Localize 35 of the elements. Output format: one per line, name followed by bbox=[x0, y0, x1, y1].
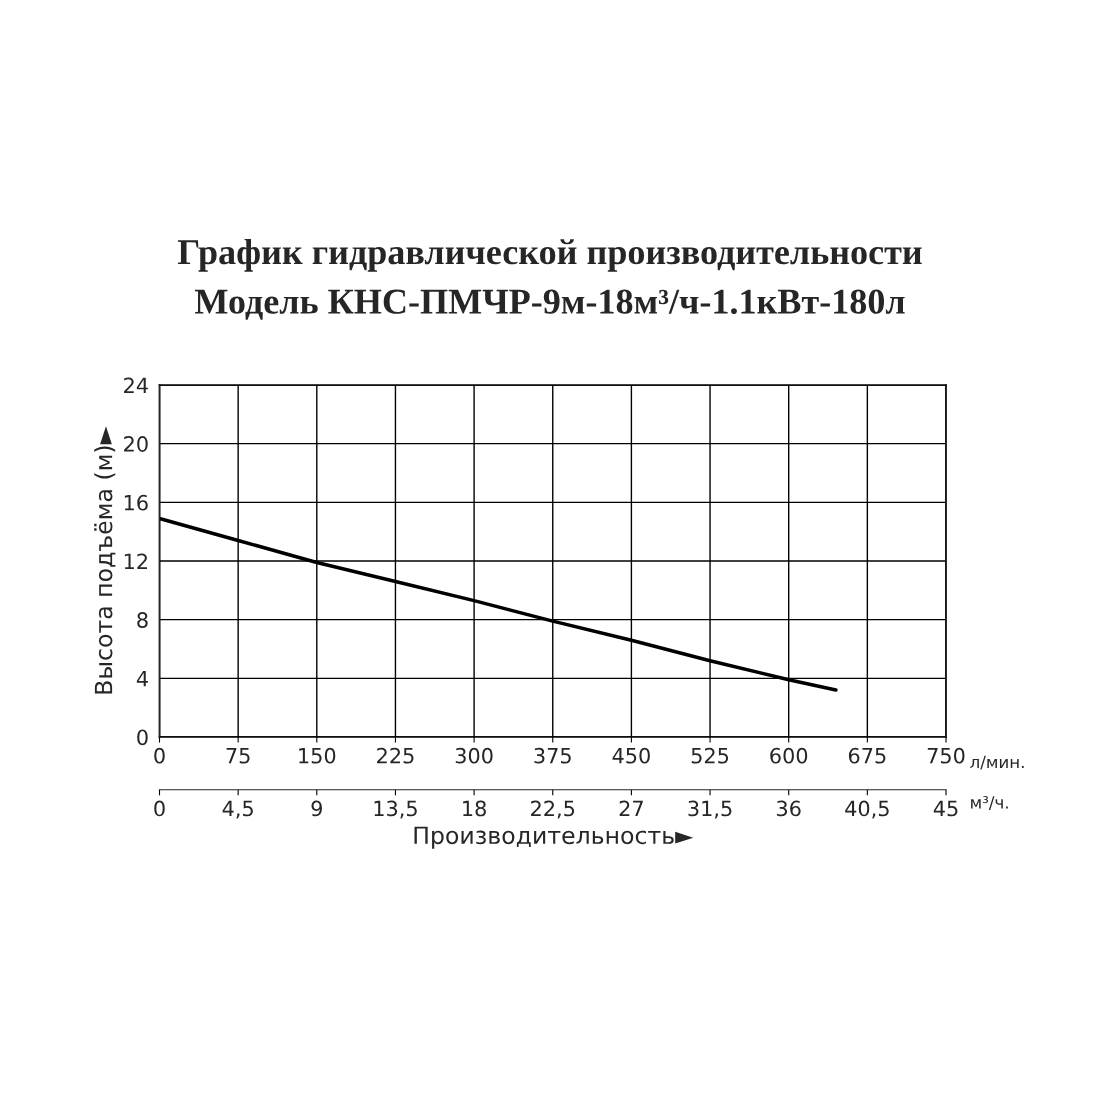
text: м³/ч. bbox=[971, 796, 1008, 811]
x2-tick-label: 22,5 bbox=[531, 800, 575, 819]
text: л/мин. bbox=[970, 755, 1024, 770]
y-axis-title: Высота подъёма (м)► bbox=[94, 426, 116, 694]
y-tick-label: 12 bbox=[124, 553, 147, 569]
chart-title: График гидравлической производительности bbox=[177, 238, 922, 272]
x2-tick-label: 31,5 bbox=[688, 800, 732, 819]
x2-tick-label: 4,5 bbox=[222, 800, 253, 819]
x2-tick-label: 13,5 bbox=[374, 800, 417, 819]
x2-tick-label: 45 bbox=[933, 800, 958, 817]
x-tick-label: 525 bbox=[691, 747, 729, 764]
x2-tick-label: 0 bbox=[154, 800, 165, 817]
x-tick-label: 75 bbox=[226, 748, 250, 764]
y-tick-label: 0 bbox=[137, 729, 148, 746]
x-tick-label: 225 bbox=[377, 747, 414, 764]
y-tick-label: 24 bbox=[124, 377, 148, 393]
x-tick-label: 750 bbox=[927, 747, 965, 764]
y-tick-label: 16 bbox=[124, 494, 148, 511]
x-tick-label: 450 bbox=[612, 747, 650, 764]
x-tick-label: 600 bbox=[770, 747, 808, 764]
y-tick-label: 20 bbox=[124, 436, 148, 452]
x-tick-label: 675 bbox=[848, 747, 886, 764]
x2-tick-label: 40,5 bbox=[845, 800, 889, 819]
x-tick-label: 375 bbox=[534, 747, 571, 764]
x-tick-label: 0 bbox=[154, 747, 165, 764]
x2-tick-label: 27 bbox=[619, 800, 643, 817]
x-axis-title: Производительность► bbox=[414, 826, 694, 849]
x-tick-label: 150 bbox=[299, 747, 336, 764]
x2-tick-label: 36 bbox=[777, 800, 801, 817]
x2-tick-label: 18 bbox=[463, 800, 486, 817]
y-tick-label: 8 bbox=[137, 612, 148, 628]
chart-subtitle: Модель КНС-ПМЧР-9м-18м³/ч-1.1кВт-180л bbox=[194, 289, 905, 320]
x-tick-label: 300 bbox=[455, 747, 493, 764]
x2-tick-label: 9 bbox=[311, 800, 322, 817]
y-tick-label: 4 bbox=[136, 671, 148, 687]
